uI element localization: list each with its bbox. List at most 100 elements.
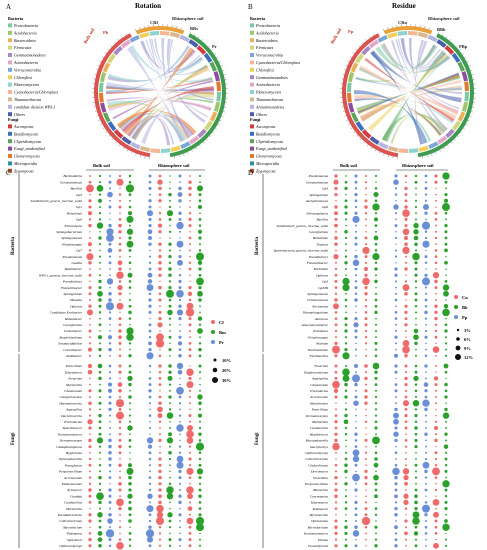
- chord-ribbon: [141, 88, 214, 144]
- d-bubble: [404, 224, 408, 228]
- d-bubble: [414, 174, 418, 178]
- d-bubble: [435, 402, 437, 405]
- d-bubble: [334, 273, 338, 277]
- d-bubble: [353, 400, 359, 406]
- c-bubble: [198, 267, 202, 271]
- c-bubble: [148, 364, 152, 368]
- c-bubble: [148, 304, 152, 308]
- d-bubble: [353, 322, 359, 328]
- c-bubble: [199, 389, 201, 392]
- d-bubble: [334, 286, 338, 289]
- d-bubble: [342, 374, 350, 382]
- d-taxon-label: Azonexus: [314, 317, 329, 321]
- d-bubble: [345, 249, 347, 252]
- d-taxon-label: Elaphocordyceps: [303, 370, 329, 374]
- sector-label-b-rhizosphere: Rhizosphere soil: [428, 16, 460, 21]
- d-bubble: [434, 261, 438, 265]
- c-bubble: [128, 544, 132, 547]
- c-header-rhizo: Rhizosphere soil: [158, 163, 190, 168]
- chord-tick: [379, 151, 381, 154]
- d-bubble: [442, 172, 450, 180]
- d-header-rhizo: Rhizosphere soil: [402, 163, 434, 168]
- c-taxon-label: Ohtaekwangia: [62, 242, 83, 246]
- c-taxon-label: Penicillium: [65, 364, 83, 368]
- d-bubble: [344, 218, 348, 221]
- d-bubble: [374, 513, 378, 516]
- legend-a-fungi-glomeromycota: Glomeromycota: [14, 154, 40, 159]
- c-bubble: [97, 512, 103, 518]
- c-bubble: [98, 279, 102, 284]
- d-bubble: [395, 243, 397, 245]
- d-bubble: [445, 513, 447, 516]
- chord-ribbon: [354, 98, 442, 136]
- d-bubble: [364, 329, 368, 333]
- d-bubble: [404, 364, 408, 368]
- d-bubble: [422, 399, 430, 407]
- d-bubble: [345, 274, 347, 277]
- d-bubble: [445, 377, 447, 380]
- chord-band-segment: [100, 102, 107, 113]
- d-bubble: [331, 345, 341, 354]
- chord-band-segment: [444, 45, 455, 55]
- d-bubble: [424, 298, 428, 302]
- d-bubble: [375, 532, 377, 535]
- d-legend-pp: Pp: [462, 315, 468, 320]
- d-bubble: [434, 323, 438, 327]
- d-bubble: [434, 310, 438, 315]
- d-bubble: [424, 451, 428, 454]
- c-bubble: [188, 317, 192, 321]
- d-bubble: [415, 482, 417, 485]
- c-bubble: [98, 420, 102, 424]
- d-bubble: [425, 420, 427, 423]
- d-bubble: [434, 463, 438, 467]
- c-bubble: [125, 184, 135, 193]
- c-bubble: [195, 516, 205, 526]
- d-bubble: [444, 280, 448, 283]
- c-bubble: [177, 341, 183, 346]
- d-taxon-label: GpXIII: [318, 286, 329, 290]
- d-bubble: [434, 420, 438, 423]
- chord-tick: [424, 26, 426, 29]
- chord-ribbon: [357, 72, 460, 114]
- c-bubble: [118, 451, 122, 455]
- d-bubble: [435, 268, 437, 270]
- c-legend: Cf Bm Pr 10% 20% 30%: [211, 320, 232, 383]
- d-bubble: [374, 298, 378, 302]
- legend-b-swatch-others: [250, 112, 254, 117]
- c-bubble: [158, 395, 162, 399]
- legend-b-swatch-actinobacteria: [250, 82, 254, 87]
- c-bubble: [189, 255, 191, 258]
- c-taxon-label: Mortierella: [65, 383, 82, 387]
- c-bubble: [198, 224, 202, 227]
- d-bubble: [364, 376, 368, 381]
- d-bubble: [344, 432, 348, 436]
- c-bubble: [159, 237, 161, 239]
- d-bubble: [435, 495, 437, 497]
- d-bubble: [354, 174, 358, 178]
- c-bubble: [88, 218, 92, 221]
- c-bubble: [128, 538, 132, 541]
- d-bubble: [344, 531, 348, 535]
- c-bubble: [186, 437, 194, 444]
- d-bubble: [364, 323, 368, 327]
- c-taxon-label: Conexibacter: [63, 348, 82, 352]
- chord-band-segment: [408, 148, 419, 153]
- chord-band-segment: [203, 52, 213, 63]
- d-bubble: [354, 463, 358, 467]
- d-bubble: [413, 328, 419, 334]
- d-bubble: [352, 449, 360, 457]
- c-bubble: [108, 507, 112, 510]
- c-taxon-label: Campylocarpon: [59, 395, 82, 399]
- d-bubble: [404, 383, 408, 387]
- c-bubble: [158, 254, 162, 259]
- chord-band-segment: [179, 34, 190, 43]
- d-taxon-label: Trichoderma: [310, 389, 328, 393]
- c-bubble: [176, 309, 184, 316]
- d-bubble: [345, 268, 347, 270]
- chord-ribbon: [414, 39, 424, 145]
- c-bubble: [168, 364, 172, 368]
- c-bubble: [98, 432, 102, 436]
- c-bubble: [158, 438, 162, 443]
- d-bubble: [394, 267, 398, 271]
- c-bubble: [148, 426, 152, 430]
